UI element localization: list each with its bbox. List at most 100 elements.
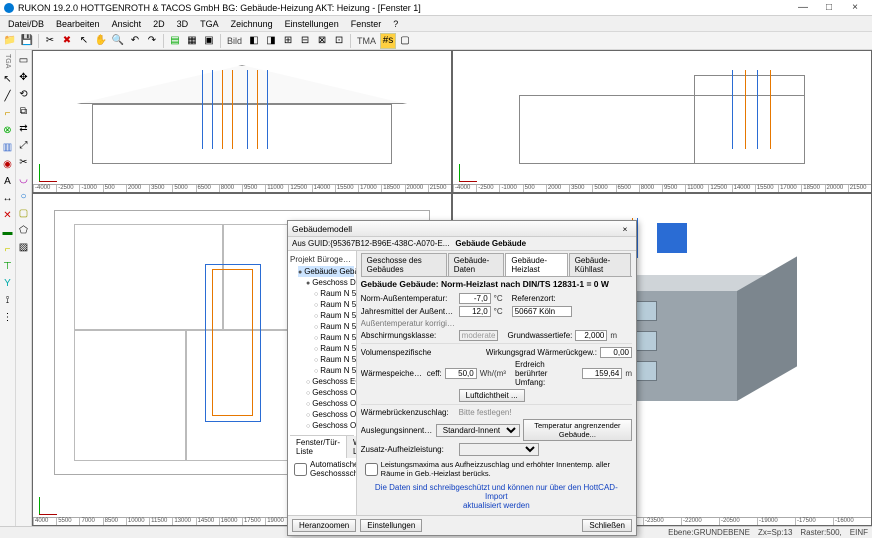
zoom-icon[interactable]: 🔍 — [110, 33, 126, 49]
grundwasser-input[interactable] — [575, 330, 607, 341]
maximize-button[interactable]: □ — [816, 1, 842, 15]
bild2-icon[interactable]: ◨ — [263, 33, 279, 49]
redo-icon[interactable]: ↷ — [144, 33, 160, 49]
tree-room[interactable]: Raum N 5.006: Ausstellungsraum — [314, 343, 354, 354]
bild5-icon[interactable]: ⊠ — [314, 33, 330, 49]
ausleg-select[interactable]: Standard-Innent — [436, 424, 520, 437]
btab-wand[interactable]: Wand-Liste — [347, 436, 357, 458]
vt-text-icon[interactable]: A — [0, 173, 16, 189]
vt-elbow-icon[interactable]: ⌐ — [0, 241, 16, 257]
heranzoomen-button[interactable]: Heranzoomen — [292, 519, 356, 532]
layer-icon[interactable]: ▤ — [167, 33, 183, 49]
jahresmittel-input[interactable] — [459, 306, 491, 317]
tab-geschosse[interactable]: Geschosse des Gebäudes — [361, 253, 447, 276]
vt2-select-icon[interactable]: ▭ — [16, 52, 32, 68]
save-icon[interactable]: 💾 — [19, 33, 35, 49]
vt-layer-icon[interactable]: ▬ — [0, 224, 16, 240]
norm-aussen-input[interactable] — [459, 293, 491, 304]
einstellungen-button[interactable]: Einstellungen — [360, 519, 422, 532]
bild1-icon[interactable]: ◧ — [246, 33, 262, 49]
menu-datei[interactable]: Datei/DB — [2, 18, 50, 30]
bild3-icon[interactable]: ⊞ — [280, 33, 296, 49]
viewport-elevation-2[interactable]: -4000-2500-10005002000350050006500800095… — [452, 50, 872, 193]
btab-fenster[interactable]: Fenster/Tür-Liste — [290, 436, 347, 458]
view-icon[interactable]: ▣ — [201, 33, 217, 49]
vt2-rect-icon[interactable]: ▢ — [16, 205, 32, 221]
minimize-button[interactable]: — — [790, 1, 816, 15]
close-button[interactable]: × — [842, 1, 868, 15]
hand-icon[interactable]: ✋ — [93, 33, 109, 49]
viewport-elevation-1[interactable]: -4000-2500-10005002000350050006500800095… — [32, 50, 452, 193]
tree-floor[interactable]: Geschoss OG1 — [306, 387, 354, 398]
menu-3d[interactable]: 3D — [171, 18, 195, 30]
tree-floor[interactable]: Geschoss OG2 — [306, 398, 354, 409]
ausleg-button[interactable]: Temperatur angrenzender Gebäude... — [523, 419, 632, 441]
vt-tee-icon[interactable]: ⊤ — [0, 258, 16, 274]
vt2-scale-icon[interactable]: ⤢ — [16, 137, 32, 153]
cursor-icon[interactable]: ↖ — [76, 33, 92, 49]
schliessen-button[interactable]: Schließen — [582, 519, 632, 532]
open-icon[interactable]: 📁 — [2, 33, 18, 49]
auto-geschoss-checkbox[interactable] — [294, 463, 307, 476]
vt-valve-icon[interactable]: ⊗ — [0, 122, 16, 138]
vt2-arc-icon[interactable]: ◡ — [16, 171, 32, 187]
vt2-rotate-icon[interactable]: ⟲ — [16, 86, 32, 102]
dialog-tree[interactable]: Projekt Bürogebäude Hottgenr Gebäude Geb… — [288, 251, 357, 515]
vt2-hatch-icon[interactable]: ▨ — [16, 239, 32, 255]
tree-room[interactable]: Raum N 5.007: Schulungsraum 1 — [314, 354, 354, 365]
vt2-circle-icon[interactable]: ○ — [16, 188, 32, 204]
zusatz-select[interactable] — [459, 443, 539, 456]
vt-xref-icon[interactable]: ✕ — [0, 207, 16, 223]
wirkungsgrad-input[interactable] — [600, 347, 632, 358]
tree-project[interactable]: Projekt Bürogebäude Hottgenr — [290, 255, 354, 264]
vt-pump-icon[interactable]: ◉ — [0, 156, 16, 172]
vt2-poly-icon[interactable]: ⬠ — [16, 222, 32, 238]
cut-icon[interactable]: ✂ — [42, 33, 58, 49]
tree-floor[interactable]: Geschoss OG3 — [306, 409, 354, 420]
tma2-icon[interactable]: ▢ — [397, 33, 413, 49]
ceff-input[interactable] — [445, 368, 477, 379]
abschirm-select[interactable]: moderate — [459, 330, 499, 341]
bild4-icon[interactable]: ⊟ — [297, 33, 313, 49]
menu-ansicht[interactable]: Ansicht — [106, 18, 148, 30]
vt2-mirror-icon[interactable]: ⇄ — [16, 120, 32, 136]
menu-2d[interactable]: 2D — [147, 18, 171, 30]
vt2-copy-icon[interactable]: ⧉ — [16, 103, 32, 119]
tree-building[interactable]: Gebäude Gebäude — [298, 266, 354, 277]
tree-room[interactable]: Raum N 5.003: Abstellnische — [314, 310, 354, 321]
tree-floor[interactable]: Geschoss EG — [306, 376, 354, 387]
tree-room[interactable]: Raum N 5.008: Schulungsraum 2 — [314, 365, 354, 376]
vt-more-icon[interactable]: ⋮ — [0, 309, 16, 325]
leistungs-check[interactable]: Leistungsmaxima aus Aufheizzuschlag und … — [361, 458, 632, 480]
delete-icon[interactable]: ✖ — [59, 33, 75, 49]
tab-daten[interactable]: Gebäude-Daten — [448, 253, 505, 276]
vt-pipe-icon[interactable]: ⌐ — [0, 105, 16, 121]
tma-icon[interactable]: #s — [380, 33, 396, 49]
tree-room[interactable]: Raum N 5.004: WC-Raum Damen — [314, 321, 354, 332]
bild6-icon[interactable]: ⊡ — [331, 33, 347, 49]
menu-bearbeiten[interactable]: Bearbeiten — [50, 18, 106, 30]
auto-geschoss-check[interactable]: Automatische Geschossschnitte — [290, 458, 354, 480]
vt-cursor-icon[interactable]: ↖ — [0, 71, 16, 87]
menu-zeichnung[interactable]: Zeichnung — [225, 18, 279, 30]
vt2-move-icon[interactable]: ✥ — [16, 69, 32, 85]
tree-room[interactable]: Raum N 5.001: Treppenhaus — [314, 288, 354, 299]
vt2-trim-icon[interactable]: ✂ — [16, 154, 32, 170]
tab-heizlast[interactable]: Gebäude-Heizlast — [505, 253, 567, 276]
tree-floor-dg[interactable]: Geschoss DG — [306, 277, 354, 288]
tab-kuehlast[interactable]: Gebäude-Kühllast — [569, 253, 631, 276]
dialog-close-icon[interactable]: × — [618, 224, 632, 234]
tree-room[interactable]: Raum N 5.005: WC-Raum Herren — [314, 332, 354, 343]
grid-icon[interactable]: ▦ — [184, 33, 200, 49]
menu-fenster[interactable]: Fenster — [345, 18, 388, 30]
luftdichtheit-button[interactable]: Luftdichtheit ... — [459, 389, 525, 402]
vt-dim-icon[interactable]: ↔ — [0, 190, 16, 206]
menu-tga[interactable]: TGA — [194, 18, 225, 30]
erdreich-input[interactable] — [582, 368, 622, 379]
waermebruecken-value[interactable]: Bitte festlegen! — [459, 408, 512, 417]
tree-room[interactable]: Raum N 5.002: Schacht — [314, 299, 354, 310]
leistungs-checkbox[interactable] — [365, 463, 378, 476]
undo-icon[interactable]: ↶ — [127, 33, 143, 49]
vt-line-icon[interactable]: ╱ — [0, 88, 16, 104]
vt-radiator-icon[interactable]: ▥ — [0, 139, 16, 155]
